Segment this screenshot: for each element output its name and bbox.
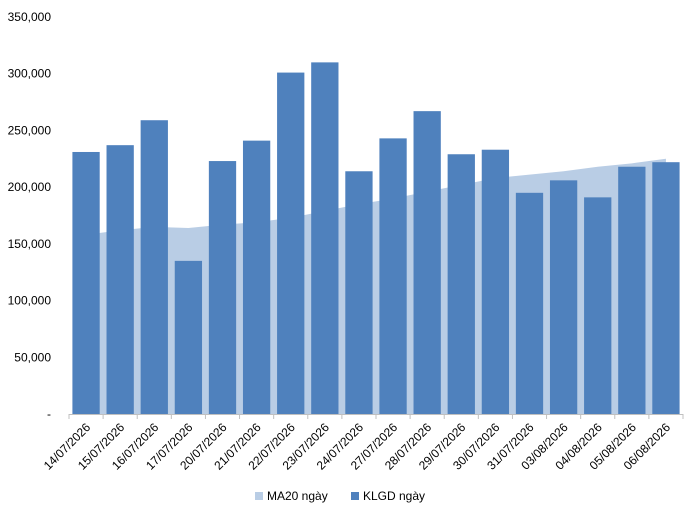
legend-label-klgd: KLGD ngày xyxy=(363,489,425,503)
klgd-bar xyxy=(106,145,134,414)
klgd-bar xyxy=(311,62,339,414)
y-tick-label: 150,000 xyxy=(8,237,52,251)
y-tick-label: - xyxy=(47,407,51,421)
klgd-bar xyxy=(277,72,305,414)
klgd-bar-layer xyxy=(72,62,680,415)
klgd-bar xyxy=(140,120,168,414)
y-tick-label: 250,000 xyxy=(8,123,52,137)
y-tick-label: 350,000 xyxy=(8,10,52,24)
ma20-area-layer xyxy=(86,158,666,414)
klgd-bar xyxy=(174,260,203,414)
klgd-bar xyxy=(549,180,578,414)
x-axis-labels: 14/07/202615/07/202616/07/202617/07/2026… xyxy=(41,420,673,473)
klgd-bar xyxy=(618,166,646,414)
ma20-area xyxy=(86,158,666,414)
klgd-bar xyxy=(379,138,407,414)
legend: MA20 ngày KLGD ngày xyxy=(255,489,425,503)
klgd-bar xyxy=(208,161,237,414)
klgd-bar xyxy=(447,154,475,414)
klgd-bar xyxy=(345,171,373,414)
klgd-bar xyxy=(584,197,612,414)
y-tick-label: 300,000 xyxy=(8,67,52,81)
klgd-bar xyxy=(515,192,544,414)
legend-label-ma20: MA20 ngày xyxy=(267,489,328,503)
y-tick-label: 100,000 xyxy=(8,294,52,308)
y-tick-label: 50,000 xyxy=(14,350,51,364)
legend-swatch-klgd xyxy=(351,492,359,500)
klgd-bar xyxy=(72,151,100,415)
klgd-bar xyxy=(413,111,441,414)
y-tick-label: 200,000 xyxy=(8,180,52,194)
legend-swatch-ma20 xyxy=(255,492,263,500)
klgd-bar xyxy=(481,149,510,414)
klgd-bar xyxy=(242,140,271,414)
x-axis-ticks xyxy=(68,414,684,419)
y-axis-ticks: - 50,000 100,000 150,000 200,000 250,000 300,0… xyxy=(8,10,52,421)
klgd-bar xyxy=(652,162,680,414)
